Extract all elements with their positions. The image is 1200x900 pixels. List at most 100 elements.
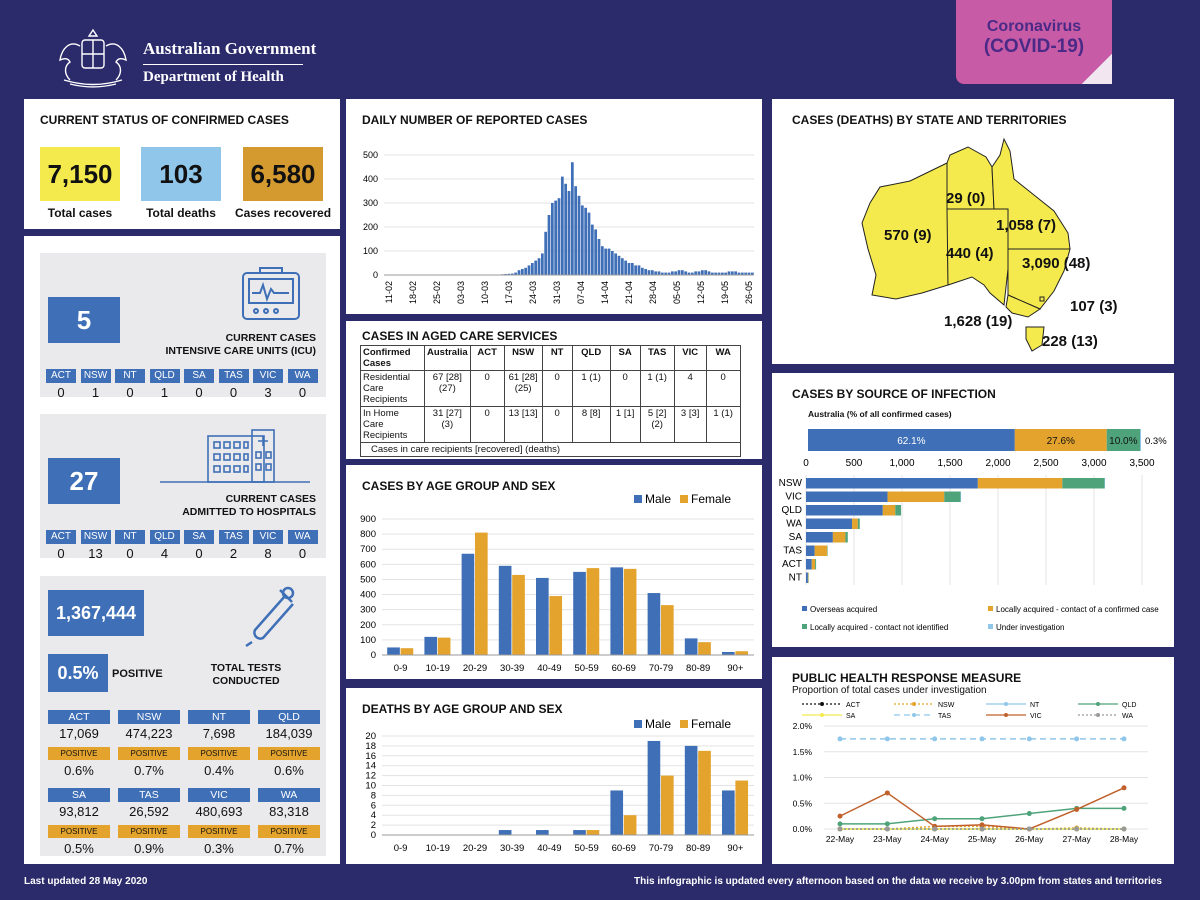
point-tas [1074,736,1080,742]
cases-by-age-panel: CASES BY AGE GROUP AND SEX 0 100 200 300 400… [346,465,762,679]
point-tas [837,736,843,742]
test-count: 93,812 [59,804,99,819]
point-wa [932,826,938,832]
map-label-sa: 440 (4) [946,245,994,262]
point-qld [1121,805,1127,811]
legend-label: Male [645,717,671,731]
map-qld [991,137,1071,250]
test-positive-pct: 0.6% [64,763,94,778]
state-label: SA [789,532,803,543]
daily-bar [697,271,701,275]
daily-bar [637,265,641,275]
department-name: Department of Health [143,69,284,85]
aged-cell: 1 [1] [609,406,641,443]
legend-label: Female [691,492,731,506]
point-qld [884,821,890,827]
aged-cell: 0 [541,406,573,443]
state-value: 0 [229,385,238,400]
phrm-subtitle: Proportion of total cases under investig… [792,685,987,696]
daily-bar [587,212,591,275]
y-tick-label: 10 [365,781,376,792]
y-tick-label: 700 [360,544,376,555]
stacked-bar [882,505,896,516]
bar-male [424,636,438,655]
hospital-label: CURRENT CASES ADMITTED TO HOSPITALS [182,493,316,518]
x-tick-label: 14-04 [600,281,610,304]
state-label: QLD [781,505,802,516]
stacked-bar [887,491,945,502]
y-tick-label: 300 [363,198,378,208]
point-vic [979,822,985,828]
map-label-wa: 570 (9) [884,227,932,244]
daily-bar [594,229,598,275]
aged-header: NT [541,345,573,371]
legend-label: Under investigation [996,623,1064,632]
positive-tag: POSITIVE [258,825,320,838]
daily-bar [590,224,594,275]
y-tick-label: 0 [371,650,376,661]
icu-label: CURRENT CASES INTENSIVE CARE UNITS (ICU) [165,332,316,357]
daily-bar [694,271,698,275]
daily-bar [704,270,708,275]
legend-label: VIC [1030,713,1042,720]
x-tick-label: 20-29 [463,663,487,674]
bar-female [475,532,488,655]
x-tick-label: 21-04 [624,281,634,304]
legend-label: SA [846,713,856,720]
daily-bar [574,186,578,275]
x-tick-label: 0-9 [394,663,408,674]
stacked-bar [857,518,860,529]
daily-bar [654,271,658,275]
state-header: VIC [253,369,283,383]
badge-line2: (COVID-19) [983,36,1085,57]
daily-bar [724,272,728,275]
daily-bar [550,203,554,275]
positive-tag: POSITIVE [48,825,110,838]
divider [143,64,303,65]
daily-bar [640,267,644,275]
state-header: NT [115,369,145,383]
state-value: 3 [264,385,272,400]
bar-female [698,750,711,835]
y-tick-label: 16 [365,751,376,762]
state-label: ACT [782,559,802,570]
test-state-header: VIC [188,788,250,802]
monitor-icon [242,267,300,320]
test-count: 83,318 [269,804,309,819]
aged-header: WA [705,345,741,371]
legend-marker [912,702,916,706]
daily-bar [554,200,558,275]
state-label: WA [786,519,802,530]
total-deaths-label: Total deaths [146,206,216,220]
tests-section: 1,367,444 0.5% POSITIVE TOTAL TESTS CONDU… [40,576,326,856]
daily-bar [507,273,511,275]
state-header: WA [287,530,318,544]
pct-segment [1014,429,1107,451]
state-value: 0 [57,385,65,400]
stacked-bar [806,491,888,502]
state-value: 0 [126,385,134,400]
x-tick-label: 17-03 [504,281,514,304]
y-tick-label: 14 [365,761,376,772]
x-tick-label: 3,500 [1129,458,1154,469]
daily-bar [624,260,628,275]
point-qld [932,816,938,822]
x-tick-label: 18-02 [408,281,418,304]
x-tick-label: 0 [803,458,809,469]
daily-bar [687,272,691,275]
state-value: 0 [298,385,307,400]
aged-header: QLD [571,345,611,371]
y-tick-label: 200 [360,620,376,631]
stacked-bar [977,478,1063,489]
aged-cell: 67 [28] (27) [424,370,471,407]
aged-cell: 0 [469,406,505,443]
positive-tag: POSITIVE [118,825,180,838]
aged-care-table: Confirmed Cases Australia ACT NSW NT QLD SA TAS… [360,345,741,457]
x-tick-label: 50-59 [574,843,598,854]
aged-header: TAS [639,345,675,371]
bar-male [610,567,624,655]
bar-female [661,605,674,655]
y-tick-label: 600 [360,559,376,570]
daily-bar [627,263,631,275]
bar-male [461,553,475,655]
